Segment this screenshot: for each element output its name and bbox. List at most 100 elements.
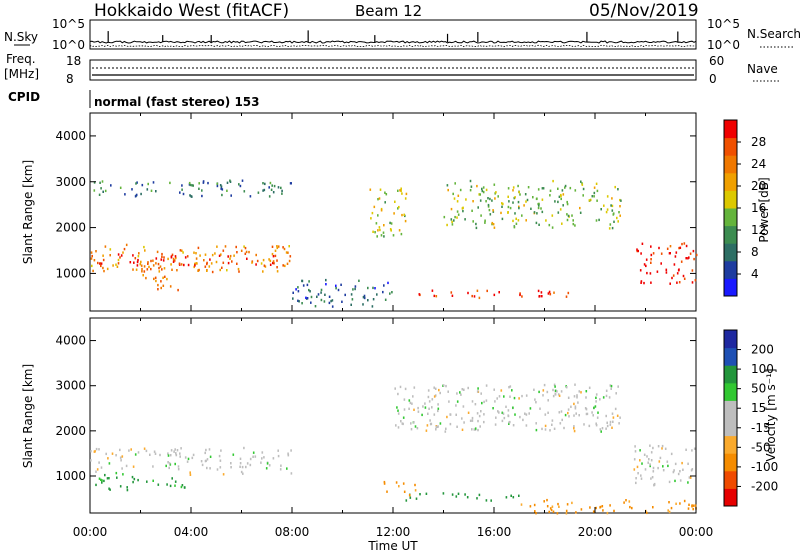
velocity-cell <box>424 402 426 405</box>
power-cell <box>274 249 277 252</box>
power-cell <box>688 256 690 259</box>
velocity-cell <box>652 446 654 450</box>
power-cell <box>141 270 143 273</box>
velocity-cell <box>290 449 292 452</box>
velocity-cell <box>518 397 520 400</box>
power-cell <box>194 264 196 267</box>
power-cell <box>369 188 372 191</box>
power-cell <box>363 294 366 298</box>
velocity-cell <box>618 422 620 425</box>
velocity-cell <box>169 484 172 488</box>
velocity-cell <box>200 460 203 463</box>
noise-panel: N.Sky 10^5 10^0 10^5 10^0 N.Search <box>4 17 800 52</box>
power-cell <box>374 287 376 290</box>
power-cell <box>636 249 638 253</box>
power-cell <box>117 262 120 265</box>
velocity-cell <box>667 509 669 512</box>
velocity-cell <box>122 473 124 476</box>
power-cell <box>515 222 518 225</box>
velocity-cell <box>501 411 504 414</box>
power-cell <box>374 231 376 234</box>
velocity-cell <box>583 423 585 426</box>
velocity-cell <box>154 452 157 455</box>
power-cell <box>376 235 378 238</box>
velocity-panel: 1000 2000 3000 4000 Slant Range [km] <box>21 317 697 515</box>
power-cell <box>119 256 121 259</box>
power-cell <box>155 279 157 283</box>
velocity-cell <box>495 416 497 419</box>
power-cell <box>316 295 318 298</box>
power-cell <box>606 208 609 211</box>
power-cbar-swatch <box>724 278 737 297</box>
velocity-cell <box>640 474 642 477</box>
velocity-cell <box>181 484 184 487</box>
power-cell <box>110 184 112 187</box>
velocity-cell <box>240 470 243 474</box>
power-cell <box>216 184 219 188</box>
power-cell <box>538 204 540 207</box>
power-panel: 1000 2000 3000 4000 Slant Range [km] <box>21 112 698 312</box>
velocity-cell <box>461 428 464 431</box>
velocity-cell <box>189 473 192 476</box>
power-cell <box>572 219 574 222</box>
power-cell <box>325 278 327 282</box>
power-cell <box>187 263 190 267</box>
power-cell <box>588 199 591 202</box>
velocity-cell <box>277 454 280 458</box>
power-cell <box>310 295 313 299</box>
velocity-cell <box>494 400 496 403</box>
velocity-cell <box>573 429 576 433</box>
velocity-cell <box>177 468 180 471</box>
power-cell <box>280 186 282 190</box>
velocity-cell <box>662 469 665 472</box>
velocity-cell <box>535 512 537 515</box>
power-cell <box>162 284 165 287</box>
velocity-cell <box>557 393 560 396</box>
power-cell <box>491 221 494 225</box>
velocity-cell <box>463 421 465 424</box>
velocity-cell <box>602 509 604 512</box>
power-cell <box>90 257 93 260</box>
power-cell <box>125 243 128 247</box>
power-cell <box>235 245 237 249</box>
power-cell <box>491 199 493 202</box>
velocity-cell <box>505 405 507 408</box>
velocity-cell <box>566 503 569 506</box>
velocity-cell <box>595 506 597 510</box>
power-cell <box>542 187 545 190</box>
power-cell <box>401 213 403 217</box>
power-cell <box>256 259 259 263</box>
velocity-cell <box>456 400 459 403</box>
velocity-cell <box>471 428 473 431</box>
velocity-cell <box>596 416 599 419</box>
power-cell <box>104 245 107 248</box>
power-cell <box>163 267 166 270</box>
velocity-cell <box>402 416 405 419</box>
power-cell <box>486 289 488 293</box>
velocity-cell <box>553 383 556 386</box>
velocity-cell <box>657 445 660 448</box>
velocity-cell <box>574 407 577 410</box>
power-cell <box>566 218 569 222</box>
power-cell <box>566 202 569 206</box>
velocity-cell <box>601 427 604 430</box>
power-cell <box>147 182 149 186</box>
power-cell <box>103 269 105 273</box>
velocity-cbar-swatch <box>724 488 737 507</box>
velocity-cell <box>514 413 516 416</box>
velocity-cell <box>408 407 410 410</box>
power-cell <box>335 287 337 290</box>
power-cell <box>181 249 183 252</box>
power-cell <box>492 209 494 212</box>
power-cell <box>564 184 567 188</box>
velocity-cell <box>520 503 523 506</box>
power-cell <box>687 257 689 260</box>
power-cell <box>658 246 660 250</box>
power-cell <box>547 292 550 295</box>
velocity-cell <box>476 412 479 415</box>
velocity-cell <box>405 499 408 502</box>
power-cell <box>220 185 223 188</box>
power-cbar-swatch <box>724 172 737 191</box>
velocity-cell <box>670 506 673 510</box>
power-cell <box>457 194 460 197</box>
